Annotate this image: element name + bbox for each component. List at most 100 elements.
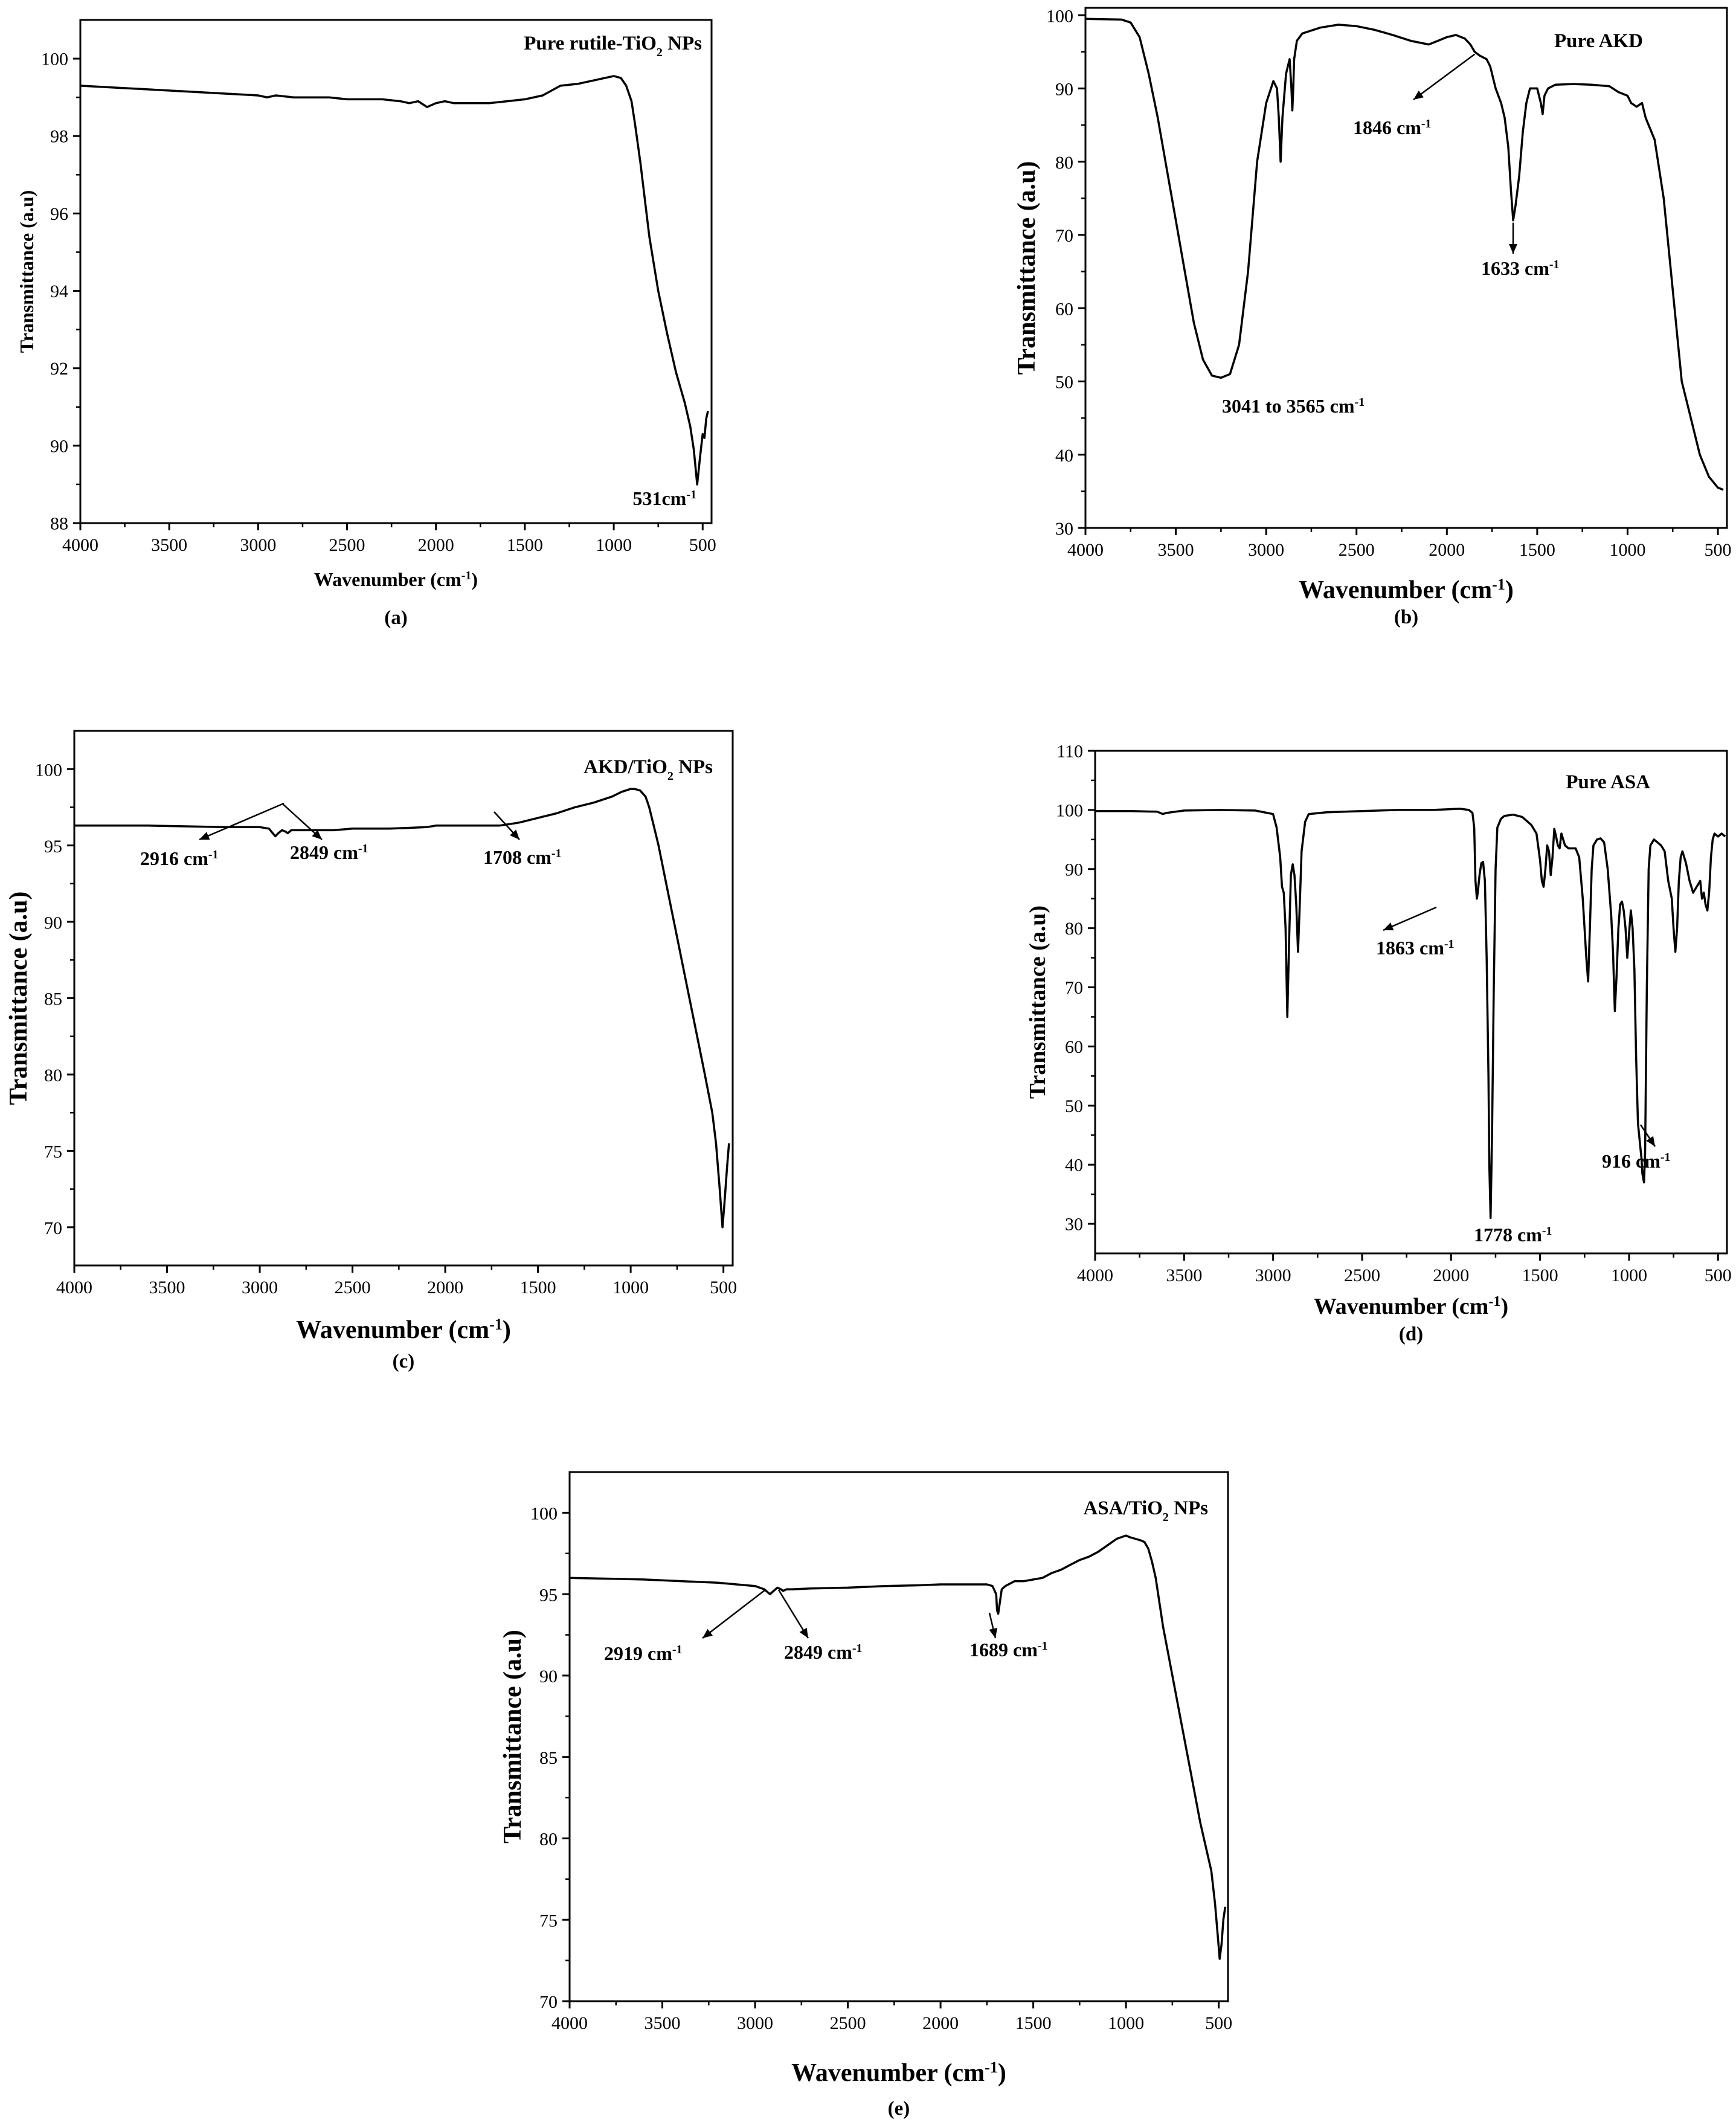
y-tick-label: 100 bbox=[35, 760, 62, 780]
x-tick-label: 4000 bbox=[62, 535, 98, 555]
annotation-arrow bbox=[1413, 53, 1476, 101]
y-tick-label: 50 bbox=[1065, 1096, 1083, 1116]
panel-caption: (c) bbox=[393, 1351, 415, 1372]
x-tick-label: 3500 bbox=[1158, 540, 1194, 560]
y-tick-label: 95 bbox=[44, 837, 62, 857]
x-tick-label: 3000 bbox=[1255, 1265, 1291, 1285]
y-tick-label: 92 bbox=[50, 359, 68, 379]
panel-caption: (b) bbox=[1394, 606, 1418, 628]
plot-frame bbox=[568, 1471, 1229, 2002]
annotation-arrow-head bbox=[989, 1627, 998, 1638]
x-axis-title: Wavenumber (cm-1) bbox=[1299, 576, 1514, 605]
x-tick-label: 1500 bbox=[1522, 1265, 1558, 1285]
y-tick-label: 80 bbox=[1055, 153, 1073, 173]
y-tick-label: 96 bbox=[50, 204, 68, 224]
x-tick-label: 2500 bbox=[335, 1278, 371, 1297]
x-tick-label: 500 bbox=[1705, 540, 1732, 560]
x-tick-label: 2500 bbox=[830, 2013, 866, 2033]
x-tick-label: 3500 bbox=[149, 1278, 185, 1297]
annotation-arrow-head bbox=[799, 1627, 808, 1638]
y-tick-label: 50 bbox=[1055, 373, 1073, 393]
y-axis-title: Transmittance (a.u) bbox=[499, 1630, 527, 1844]
y-tick-label: 60 bbox=[1065, 1037, 1083, 1057]
x-tick-label: 2500 bbox=[1344, 1265, 1380, 1285]
x-axis-title: Wavenumber (cm-1) bbox=[296, 1316, 511, 1345]
x-tick-label: 500 bbox=[710, 1278, 737, 1297]
x-tick-label: 2500 bbox=[1339, 540, 1375, 560]
chart-panel-d: 4000 3500 3000 2500 2000 1500 1000 500 30 40 50 60 7… bbox=[1025, 742, 1732, 1346]
peak-annotation: 2849 cm-1 bbox=[784, 1641, 863, 1663]
peak-annotation: 1633 cm-1 bbox=[1481, 257, 1560, 279]
x-tick-label: 2500 bbox=[329, 535, 365, 555]
peak-annotation: 1863 cm-1 bbox=[1376, 937, 1455, 959]
peak-annotation: 1846 cm-1 bbox=[1353, 117, 1432, 138]
y-tick-label: 30 bbox=[1055, 519, 1073, 539]
series-line-d bbox=[1095, 808, 1726, 1220]
x-tick-label: 1000 bbox=[596, 535, 632, 555]
y-tick-label: 70 bbox=[1055, 226, 1073, 246]
y-tick-label: 30 bbox=[1065, 1215, 1083, 1235]
chart-panel-e: 4000 3500 3000 2500 2000 1500 1000 500 70 75 80 85 9… bbox=[499, 1471, 1232, 2120]
y-tick-label: 80 bbox=[44, 1066, 62, 1085]
y-tick-label: 80 bbox=[1065, 919, 1083, 939]
x-tick-label: 4000 bbox=[551, 2013, 588, 2033]
y-tick-label: 70 bbox=[539, 1992, 558, 2012]
peak-annotation: 2849 cm-1 bbox=[290, 841, 368, 863]
x-axis-title: Wavenumber (cm-1) bbox=[1314, 1294, 1508, 1319]
y-tick-label: 75 bbox=[44, 1142, 62, 1162]
peak-annotation: 2916 cm-1 bbox=[140, 847, 219, 869]
chart-panel-b: 4000 3500 3000 2500 2000 1500 1000 500 30 40 50 60 7… bbox=[1013, 6, 1732, 628]
peak-annotation: 531cm-1 bbox=[632, 487, 696, 509]
annotation-arrow-head bbox=[312, 830, 322, 840]
x-axis-title: Wavenumber (cm-1) bbox=[791, 2059, 1006, 2088]
y-axis-title: Transmittance (a.u) bbox=[1013, 161, 1041, 375]
panel-title: Pure ASA bbox=[1566, 771, 1650, 793]
x-tick-label: 3000 bbox=[242, 1278, 278, 1297]
annotation-arrow-head bbox=[1413, 90, 1424, 100]
peak-annotation: 916 cm-1 bbox=[1602, 1150, 1671, 1172]
y-tick-label: 85 bbox=[44, 989, 62, 1009]
y-tick-label: 100 bbox=[41, 50, 68, 69]
panel-caption: (a) bbox=[384, 607, 407, 629]
y-axis-title: Transmittance (a.u) bbox=[1025, 905, 1050, 1099]
x-tick-label: 2000 bbox=[1429, 540, 1465, 560]
y-tick-label: 70 bbox=[44, 1218, 62, 1238]
panel-title: AKD/TiO2 NPs bbox=[583, 756, 713, 783]
y-tick-label: 100 bbox=[530, 1504, 558, 1524]
y-tick-label: 85 bbox=[539, 1748, 558, 1768]
x-tick-label: 4000 bbox=[1067, 540, 1104, 560]
annotation-arrow bbox=[702, 1589, 766, 1639]
series-line-b bbox=[1085, 18, 1724, 491]
series-line-e bbox=[569, 1534, 1227, 1960]
y-tick-label: 90 bbox=[539, 1667, 558, 1686]
x-tick-label: 2000 bbox=[427, 1278, 463, 1297]
x-tick-label: 1000 bbox=[1609, 540, 1645, 560]
x-tick-label: 3000 bbox=[737, 2013, 773, 2033]
y-tick-label: 98 bbox=[50, 127, 68, 147]
y-tick-label: 70 bbox=[1065, 978, 1083, 998]
series-line-c bbox=[74, 788, 730, 1229]
y-tick-label: 75 bbox=[539, 1911, 558, 1931]
annotation-arrow bbox=[199, 802, 285, 841]
y-tick-label: 80 bbox=[539, 1830, 558, 1850]
y-tick-label: 90 bbox=[44, 913, 62, 933]
y-tick-label: 40 bbox=[1055, 446, 1073, 466]
annotation-arrow-head bbox=[1646, 1136, 1655, 1146]
chart-panel-a: 4000 3500 3000 2500 2000 1500 1000 500 88 90 92 94 9… bbox=[16, 19, 716, 629]
panel-title: Pure rutile-TiO2 NPs bbox=[524, 33, 702, 59]
panel-title: Pure AKD bbox=[1554, 30, 1643, 52]
annotation-arrow-head bbox=[510, 829, 519, 840]
x-tick-label: 3500 bbox=[1166, 1265, 1202, 1285]
peak-annotation: 1708 cm-1 bbox=[483, 846, 562, 868]
y-tick-label: 90 bbox=[50, 436, 68, 456]
x-tick-label: 1000 bbox=[1108, 2013, 1144, 2033]
annotation-arrow-head bbox=[1383, 922, 1394, 931]
y-tick-label: 100 bbox=[1056, 800, 1083, 820]
x-tick-label: 2000 bbox=[1433, 1265, 1469, 1285]
x-tick-label: 1500 bbox=[507, 535, 543, 555]
y-tick-label: 90 bbox=[1065, 860, 1083, 879]
y-tick-label: 60 bbox=[1055, 299, 1073, 319]
x-tick-label: 1500 bbox=[1015, 2013, 1052, 2033]
x-tick-label: 2000 bbox=[418, 535, 454, 555]
chart-panel-c: 4000 3500 3000 2500 2000 1500 1000 500 70 75 80 85 9… bbox=[5, 730, 737, 1372]
